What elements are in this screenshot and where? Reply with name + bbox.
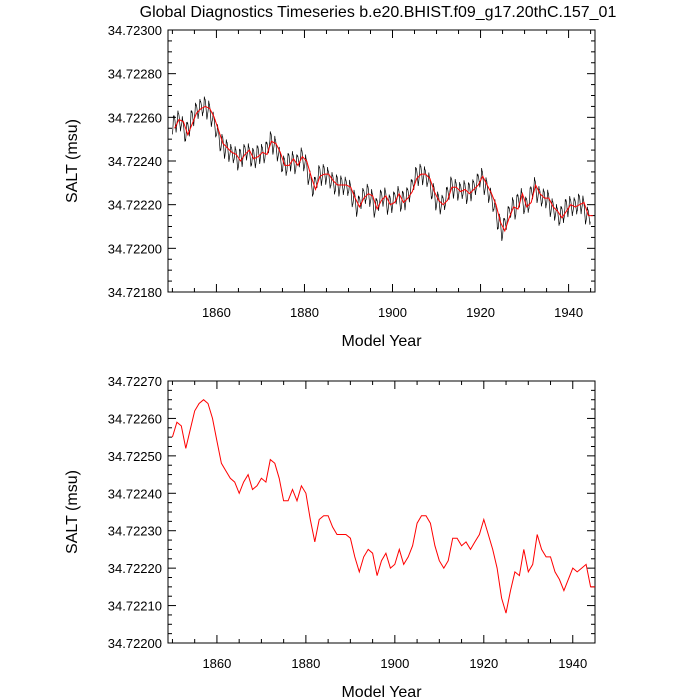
x-tick-label: 1860	[202, 656, 231, 671]
y-tick-label: 34.72240	[108, 486, 162, 501]
annual-series-line	[174, 105, 593, 233]
x-tick-label: 1940	[558, 656, 587, 671]
y-axis-label: SALT (msu)	[64, 470, 81, 554]
y-tick-label: 34.72260	[108, 110, 162, 125]
bottom-panel: 1860 1880 1900 1920 1940 34.72200 34.72210 34.7…	[64, 374, 596, 700]
x-axis-label: Model Year	[341, 333, 422, 350]
x-tick-label: 1900	[380, 656, 409, 671]
series-group	[172, 96, 593, 241]
series-group	[171, 399, 595, 614]
y-tick-label: 34.72280	[108, 67, 162, 82]
y-tick-label: 34.72240	[108, 154, 162, 169]
y-tick-label: 34.72270	[108, 374, 162, 389]
x-tick-label: 1880	[290, 305, 319, 320]
x-tick-label: 1860	[202, 305, 231, 320]
y-tick-label: 34.72220	[108, 198, 162, 213]
figure-title: Global Diagnostics Timeseries b.e20.BHIS…	[140, 4, 617, 21]
x-tick-label: 1900	[378, 305, 407, 320]
y-tick-label: 34.72260	[108, 411, 162, 426]
y-tick-label: 34.72250	[108, 449, 162, 464]
x-tick-label: 1920	[469, 656, 498, 671]
y-axis-label: SALT (msu)	[64, 119, 81, 203]
plot-frame	[167, 380, 596, 644]
x-axis-label: Model Year	[341, 684, 422, 700]
x-tick-label: 1880	[291, 656, 320, 671]
y-tick-label: 34.72200	[108, 636, 162, 651]
top-panel: 1860 1880 1900 1920 1940 34.72180 34.72200 34.7…	[64, 23, 596, 350]
y-tick-label: 34.72220	[108, 561, 162, 576]
y-tick-label: 34.72230	[108, 524, 162, 539]
y-tick-label: 34.72180	[108, 285, 162, 300]
y-tick-label: 34.72210	[108, 599, 162, 614]
y-tick-label: 34.72200	[108, 241, 162, 256]
monthly-series-line	[172, 96, 591, 241]
y-tick-label: 34.72300	[108, 23, 162, 38]
plot-frame	[167, 29, 596, 293]
x-tick-label: 1940	[554, 305, 583, 320]
annual-series-line	[171, 399, 595, 614]
x-tick-label: 1920	[466, 305, 495, 320]
